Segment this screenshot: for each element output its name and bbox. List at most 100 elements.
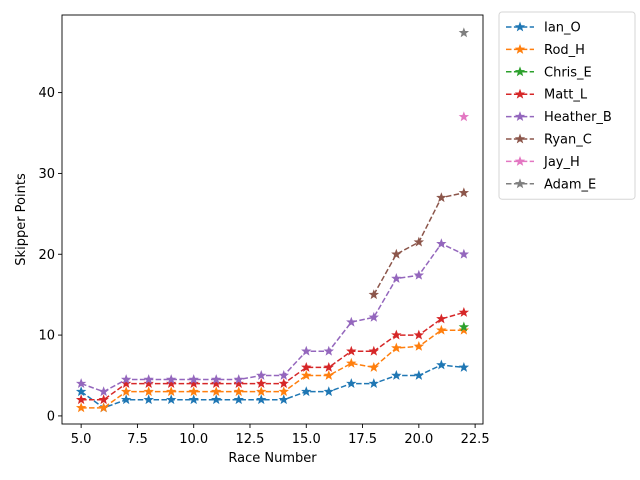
plot-area [75, 27, 470, 413]
data-point [458, 306, 470, 317]
data-point [301, 370, 312, 380]
plot-frame [61, 14, 484, 425]
data-point [120, 394, 132, 405]
x-axis-label: Race Number [228, 451, 317, 466]
data-point [165, 386, 177, 397]
data-point [98, 386, 109, 397]
x-tick-label: 7.5 [127, 432, 148, 447]
legend-entry: Chris_E [506, 65, 592, 80]
x-tick-label: 10.0 [179, 432, 208, 447]
legend-label: Ian_O [544, 21, 581, 36]
data-point [143, 394, 154, 405]
legend-label: Chris_E [544, 65, 592, 80]
series-Adam_E [458, 27, 470, 38]
x-tick-label: 17.5 [348, 432, 377, 447]
data-point [120, 386, 132, 397]
data-point [278, 378, 289, 389]
legend: Ian_O Rod_H Chris_E Matt_L Heather_B Ryan_C Ja… [498, 11, 636, 200]
data-point [233, 386, 244, 397]
data-point [346, 316, 357, 327]
data-point [458, 324, 470, 335]
data-point [368, 311, 380, 322]
x-tick-label: 22.5 [461, 432, 490, 447]
data-point [120, 374, 132, 384]
x-tick-label: 20.0 [404, 432, 433, 447]
data-point [256, 378, 267, 389]
x-tick-label: 5.0 [71, 432, 92, 447]
data-point [188, 378, 199, 389]
y-tick-label: 30 [38, 167, 55, 182]
y-tick-label: 0 [47, 409, 55, 424]
data-point [143, 378, 154, 389]
data-point [368, 361, 380, 372]
data-point [188, 394, 199, 405]
y-tick-label: 40 [38, 86, 55, 101]
data-point [143, 374, 154, 384]
series-Ian_O [75, 359, 470, 413]
data-point [211, 374, 222, 384]
data-point [436, 324, 447, 335]
data-point [413, 370, 425, 380]
legend-marker [514, 88, 526, 99]
data-point [165, 378, 177, 389]
series-Rod_H [75, 324, 470, 413]
legend-label: Matt_L [544, 88, 588, 103]
legend-marker [514, 133, 526, 144]
legend-frame [498, 11, 636, 200]
data-point [233, 394, 244, 405]
data-point [368, 289, 380, 300]
data-point [413, 236, 425, 247]
series-line [80, 364, 464, 409]
legend-marker [514, 178, 526, 189]
series-Chris_E [458, 321, 470, 332]
data-point [436, 238, 447, 249]
legend-entry: Ryan_C [506, 133, 592, 148]
data-point [301, 386, 312, 397]
data-point [75, 394, 87, 405]
legend-marker [514, 66, 526, 77]
data-point [278, 394, 289, 405]
data-point [233, 378, 244, 389]
data-point [436, 192, 447, 203]
series-line [81, 311, 465, 401]
series-Matt_L [75, 306, 470, 405]
legend-marker [514, 155, 526, 166]
data-point [391, 370, 402, 380]
data-point [278, 370, 289, 380]
axes: 5.0 7.5 10.0 12.5 15.0 17.5 20.0 22.5 0 10 20 30 40 [38, 14, 490, 447]
data-point [368, 378, 380, 389]
data-point [413, 340, 425, 351]
series-line [80, 242, 465, 393]
legend-entry: Heather_B [506, 110, 612, 125]
data-point [346, 378, 357, 389]
data-point [143, 386, 154, 397]
legend-label: Rod_H [544, 43, 585, 58]
data-point [98, 394, 109, 405]
data-point [98, 402, 109, 413]
data-point [211, 378, 222, 389]
legend-marker [514, 43, 526, 54]
data-point [165, 374, 177, 384]
data-point [346, 345, 357, 356]
data-point [323, 361, 334, 372]
data-point [458, 27, 470, 38]
data-point [188, 374, 199, 384]
data-point [391, 342, 402, 353]
data-point [256, 386, 267, 397]
data-point [278, 386, 289, 397]
data-point [75, 386, 87, 397]
data-point [413, 269, 425, 280]
legend-entry: Jay_H [506, 155, 580, 170]
series-Jay_H [458, 111, 470, 122]
data-point [458, 111, 470, 122]
data-point [301, 361, 312, 372]
legend-label: Ryan_C [544, 133, 592, 148]
data-point [301, 345, 312, 356]
data-point [256, 394, 267, 405]
series-line [81, 329, 464, 409]
data-point [458, 248, 470, 259]
legend-marker [514, 111, 526, 122]
legend-label: Heather_B [544, 110, 612, 125]
data-point [391, 248, 402, 259]
